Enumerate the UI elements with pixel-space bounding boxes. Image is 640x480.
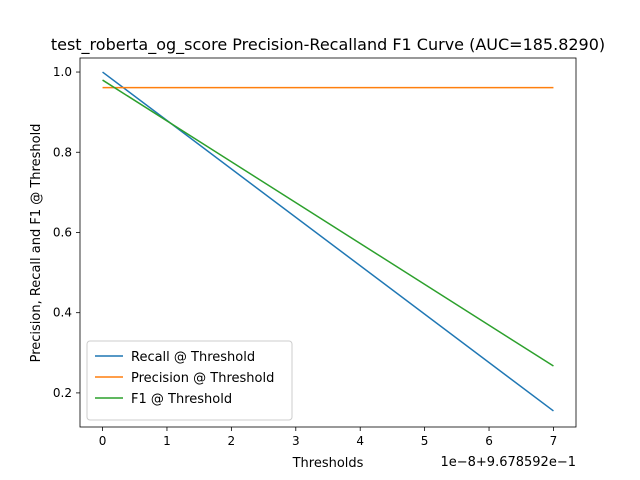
- x-tick-label: 3: [292, 434, 300, 448]
- y-tick-label: 0.4: [53, 306, 72, 320]
- legend: Recall @ Threshold Precision @ Threshold F…: [86, 340, 293, 421]
- legend-label: Precision @ Threshold: [131, 371, 274, 386]
- x-axis-label: Thresholds: [292, 456, 364, 471]
- y-tick-label: 0.8: [53, 145, 72, 159]
- x-tick-label: 7: [550, 434, 558, 448]
- y-tick-label: 1.0: [53, 65, 72, 79]
- x-tick-label: 5: [421, 434, 429, 448]
- x-tick-label: 4: [356, 434, 364, 448]
- plot-area: 0 1 2 3 4 5 6 7 0.2 0.4 0.6 0.8 1.0 Recall @ Threshol…: [53, 57, 577, 448]
- x-tick-label: 0: [99, 434, 107, 448]
- x-axis-offset-text: 1e−8+9.678592e−1: [440, 455, 576, 470]
- y-tick-label: 0.6: [53, 225, 72, 239]
- x-tick-label: 1: [163, 434, 171, 448]
- series-line-2: [102, 79, 554, 367]
- x-tick-label: 2: [228, 434, 236, 448]
- legend-label: Recall @ Threshold: [131, 350, 255, 365]
- y-tick-label: 0.2: [53, 386, 72, 400]
- axes-frame: [79, 57, 577, 428]
- y-axis-label: Precision, Recall and F1 @ Threshold: [29, 124, 44, 363]
- legend-label: F1 @ Threshold: [131, 392, 232, 407]
- x-tick-label: 6: [485, 434, 493, 448]
- legend-box: [86, 340, 293, 421]
- chart-title: test_roberta_og_score Precision-Recallan…: [51, 35, 605, 55]
